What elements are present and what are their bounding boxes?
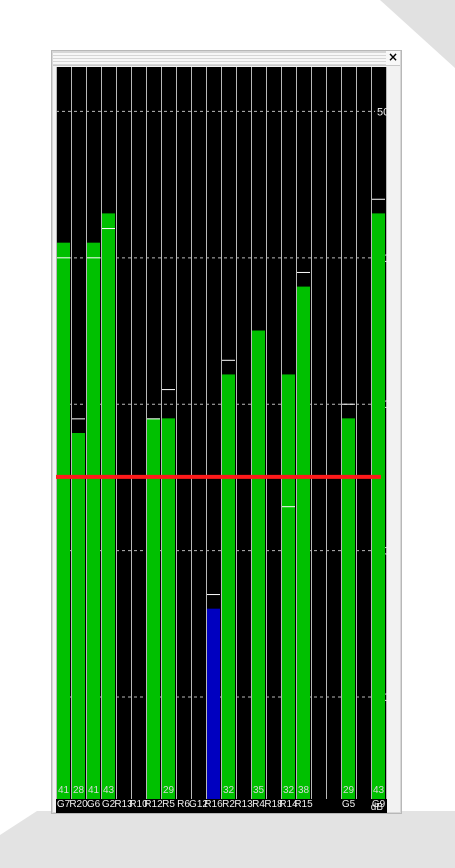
channel-value-label: 32	[283, 785, 295, 796]
channel-value-label: 41	[58, 785, 70, 796]
channel-bar[interactable]	[297, 286, 310, 800]
channel-value-label: 43	[103, 785, 115, 796]
selected-channel-bar[interactable]	[207, 608, 220, 799]
channel-name-label: G5	[342, 799, 356, 810]
channel-name-label: G9	[372, 799, 386, 810]
channel-bar[interactable]	[342, 418, 355, 799]
channel-bar[interactable]	[282, 374, 295, 799]
channel-name-label: R13	[114, 799, 133, 810]
channel-value-label: 43	[373, 785, 385, 796]
channel-name-label: R20	[69, 799, 88, 810]
channel-name-label: R14	[279, 799, 298, 810]
channel-name-label: R18	[264, 799, 283, 810]
channel-name-label: G2	[102, 799, 116, 810]
unit-label: dB	[371, 802, 384, 813]
channel-value-label: 29	[163, 785, 175, 796]
channel-name-label: R10	[129, 799, 148, 810]
channel-name-label: R15	[294, 799, 313, 810]
channel-bar[interactable]	[87, 242, 100, 799]
channel-bar[interactable]	[102, 213, 115, 799]
channel-name-label: R5	[162, 799, 175, 810]
channel-value-label: 41	[88, 785, 100, 796]
window-titlebar[interactable]	[53, 52, 400, 66]
channel-value-label: 38	[298, 785, 310, 796]
channel-name-label: R6	[177, 799, 190, 810]
channel-name-label: R12	[144, 799, 163, 810]
channel-value-label: 32	[223, 785, 235, 796]
close-button[interactable]: ×	[386, 50, 400, 65]
channel-name-label: R2	[222, 799, 235, 810]
channel-bar[interactable]	[222, 374, 235, 799]
channel-bar[interactable]	[162, 418, 175, 799]
channel-bar[interactable]	[372, 213, 385, 799]
channel-value-label: 29	[343, 785, 355, 796]
meter-window: × 102030405041G728R2041G643G2R13R10R1229…	[51, 50, 402, 814]
channel-bar[interactable]	[57, 242, 70, 799]
channel-bar[interactable]	[72, 433, 85, 799]
channel-bar[interactable]	[147, 418, 160, 799]
channel-name-label: R13	[234, 799, 253, 810]
channel-name-label: R4	[252, 799, 265, 810]
channel-name-label: G6	[87, 799, 101, 810]
signal-meter-chart: 102030405041G728R2041G643G2R13R10R1229R5…	[56, 67, 387, 813]
channel-name-label: R16	[204, 799, 223, 810]
channel-name-label: G12	[189, 799, 208, 810]
channel-value-label: 28	[73, 785, 85, 796]
channel-value-label: 35	[253, 785, 265, 796]
channel-bar[interactable]	[252, 330, 265, 799]
channel-name-label: G7	[57, 799, 71, 810]
scale-tick-label: 50	[377, 106, 387, 118]
